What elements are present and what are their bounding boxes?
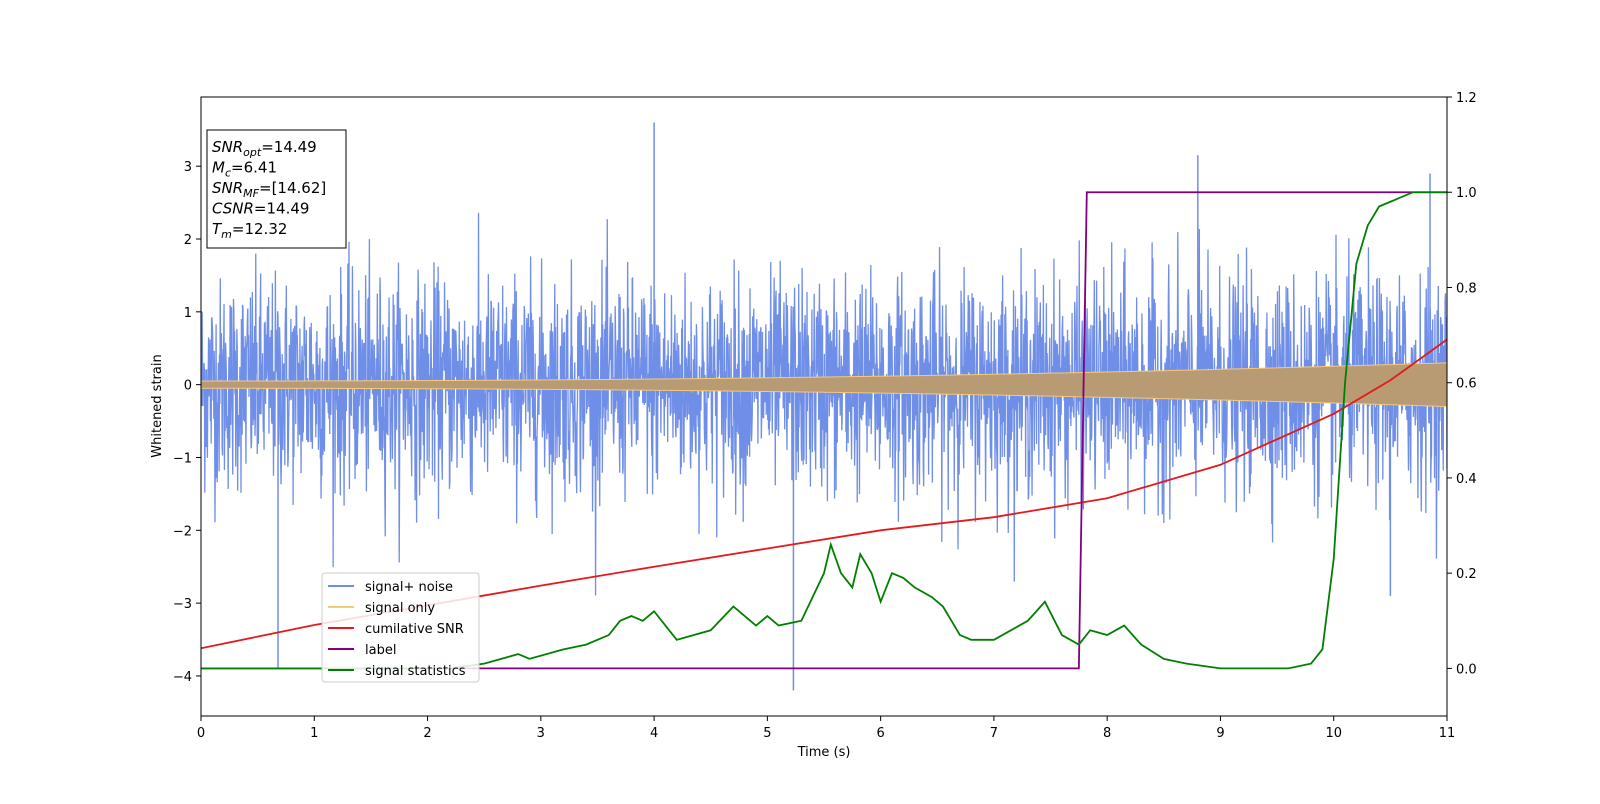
y-tick-label: 1	[184, 306, 192, 321]
plot-frame	[200, 96, 1448, 717]
y2-tick-label: 0.0	[1456, 662, 1477, 677]
y-axis-label: Whitened strain	[150, 354, 165, 457]
x-tick-label: 6	[876, 726, 884, 741]
legend-label: signal only	[365, 601, 435, 616]
y2-tick-label: 0.2	[1456, 567, 1477, 582]
series-signal-only-band	[201, 362, 1447, 408]
legend-label: signal+ noise	[365, 580, 453, 595]
y-tick-label: −3	[173, 597, 192, 612]
y2-tick-label: 1.0	[1456, 186, 1477, 201]
info-box-frame	[206, 129, 347, 249]
info-line: Tm=12.32	[212, 220, 287, 241]
axes: 0 1 2 3 4 5 6 7 8 9 10 11 −4 −3 −2 −1 0 1 2 3 0.0 0.2 0.4 0.6 0.…	[173, 91, 1477, 741]
y2-tick-label: 0.8	[1456, 281, 1477, 296]
x-tick-label: 4	[650, 726, 658, 741]
info-line: CSNR=14.49	[212, 200, 309, 218]
x-tick-label: 11	[1439, 726, 1456, 741]
legend: signal+ noise signal only cumilative SNR la…	[321, 572, 480, 683]
x-tick-label: 9	[1216, 726, 1224, 741]
series-signal-noise-line	[201, 212, 1447, 596]
x-tick-label: 1	[310, 726, 318, 741]
info-line: SNRopt=14.49	[212, 138, 317, 159]
info-line: Mc=6.41	[212, 159, 277, 180]
series-signal-statistics-line	[201, 191, 1447, 670]
x-tick-label: 7	[990, 726, 998, 741]
x-tick-label: 5	[763, 726, 771, 741]
y-tick-label: 3	[184, 160, 192, 175]
legend-label: label	[365, 643, 396, 658]
x-axis-label: Time (s)	[797, 745, 851, 760]
y-tick-label: 0	[184, 379, 192, 394]
x-tick-label: 3	[537, 726, 545, 741]
y2-tick-label: 1.2	[1456, 91, 1477, 106]
x-tick-label: 2	[423, 726, 431, 741]
x-tick-label: 10	[1325, 726, 1342, 741]
y-tick-label: −2	[173, 524, 192, 539]
x-tick-label: 8	[1103, 726, 1111, 741]
y-tick-label: 2	[184, 233, 192, 248]
y2-tick-label: 0.4	[1456, 472, 1477, 487]
y-tick-label: −1	[173, 451, 192, 466]
legend-label: signal statistics	[365, 664, 466, 679]
info-line: SNRMF=[14.62]	[212, 179, 326, 200]
legend-frame	[321, 572, 480, 683]
y-tick-label: −4	[173, 670, 192, 685]
series-label-line	[201, 191, 1447, 670]
legend-label: cumilative SNR	[365, 622, 464, 637]
y2-tick-label: 0.6	[1456, 377, 1477, 392]
x-tick-label: 0	[197, 726, 205, 741]
info-box: SNRopt=14.49Mc=6.41SNRMF=[14.62]CSNR=14.…	[206, 129, 347, 249]
